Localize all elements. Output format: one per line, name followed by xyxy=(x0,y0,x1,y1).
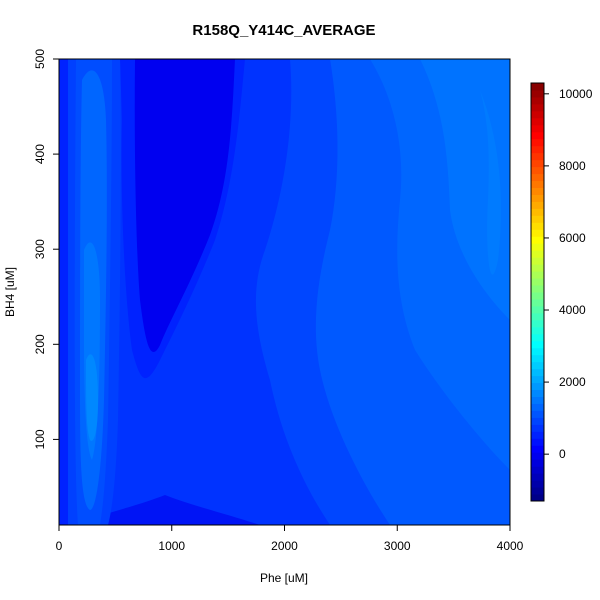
colorbar-swatch xyxy=(531,396,544,404)
x-axis: 0 1000 2000 3000 4000 xyxy=(56,525,524,553)
colorbar-swatch xyxy=(531,410,544,418)
colorbar-swatch xyxy=(531,340,544,349)
colorbar-swatch xyxy=(531,152,544,161)
colorbar-swatch xyxy=(531,382,544,391)
colorbar-tick-label: 2000 xyxy=(559,375,586,389)
colorbar-swatch xyxy=(531,124,544,133)
colorbar-swatch xyxy=(531,319,544,328)
contour-left-column-peak-inner xyxy=(86,354,98,441)
colorbar-swatch xyxy=(531,452,544,460)
chart-title: R158Q_Y414C_AVERAGE xyxy=(192,22,375,39)
colorbar-swatch xyxy=(531,215,544,223)
colorbar-swatch xyxy=(531,368,544,377)
colorbar-swatch xyxy=(531,466,544,474)
colorbar-swatch xyxy=(531,361,544,370)
colorbar-swatch xyxy=(531,194,544,202)
colorbar-swatch xyxy=(531,438,544,446)
colorbar-swatch xyxy=(531,173,544,182)
colorbar-swatch xyxy=(531,83,544,91)
colorbar-swatch xyxy=(531,375,544,384)
colorbar-swatch xyxy=(531,264,544,272)
colorbar-swatch xyxy=(531,445,544,453)
colorbar-swatch xyxy=(531,236,544,244)
colorbar-swatch xyxy=(531,298,544,307)
colorbar-swatch xyxy=(531,103,544,112)
colorbar-swatch xyxy=(531,424,544,432)
y-tick-label: 400 xyxy=(33,144,47,164)
colorbar-swatch xyxy=(531,201,544,209)
contour-left-edge xyxy=(59,59,68,525)
x-tick-label: 2000 xyxy=(271,539,298,553)
colorbar-swatch xyxy=(531,131,544,140)
y-axis: 100 200 300 400 500 xyxy=(33,49,59,449)
colorbar-swatch xyxy=(531,271,544,279)
colorbar-swatch xyxy=(531,208,544,216)
contour-level-right-5 xyxy=(480,90,501,275)
x-tick-label: 0 xyxy=(56,539,63,553)
colorbar-swatch xyxy=(531,333,544,342)
colorbar-swatch xyxy=(531,480,544,488)
colorbar-swatch xyxy=(531,417,544,425)
colorbar-swatch xyxy=(531,473,544,481)
x-tick-label: 1000 xyxy=(158,539,185,553)
contour-bottom-low xyxy=(70,495,260,525)
colorbar-tick-label: 6000 xyxy=(559,231,586,245)
colorbar-swatch xyxy=(531,145,544,154)
colorbar-tick-label: 4000 xyxy=(559,303,586,317)
colorbar-swatch xyxy=(531,180,544,188)
colorbar-swatch xyxy=(531,312,544,321)
x-tick-label: 4000 xyxy=(497,539,524,553)
colorbar-swatch xyxy=(531,117,544,126)
colorbar-swatch xyxy=(531,305,544,314)
colorbar-tick-label: 8000 xyxy=(559,159,586,173)
colorbar-swatch xyxy=(531,326,544,335)
x-axis-label: Phe [uM] xyxy=(260,571,308,585)
colorbar-tick-label: 0 xyxy=(559,447,566,461)
contour-valley-inner xyxy=(134,59,235,353)
colorbar-swatch xyxy=(531,278,544,286)
colorbar-swatch xyxy=(531,243,544,251)
contour-plot-area xyxy=(59,59,510,525)
y-tick-label: 200 xyxy=(33,334,47,354)
y-tick-label: 500 xyxy=(33,49,47,69)
colorbar-axis: 0 2000 4000 6000 8000 10000 xyxy=(544,87,593,461)
colorbar-swatch xyxy=(531,347,544,356)
colorbar-swatch xyxy=(531,229,544,237)
colorbar-swatch xyxy=(531,431,544,439)
colorbar-swatch xyxy=(531,285,544,293)
y-tick-label: 100 xyxy=(33,429,47,449)
colorbar-swatch xyxy=(531,292,544,300)
colorbar-swatch xyxy=(531,403,544,411)
x-tick-label: 3000 xyxy=(384,539,411,553)
colorbar-swatch xyxy=(531,138,544,147)
colorbar-swatch xyxy=(531,389,544,397)
y-axis-label: BH4 [uM] xyxy=(3,267,17,317)
colorbar-swatch xyxy=(531,110,544,119)
colorbar-swatch xyxy=(531,89,544,98)
colorbar xyxy=(531,83,544,502)
colorbar-swatch xyxy=(531,96,544,105)
colorbar-swatch xyxy=(531,159,544,168)
colorbar-swatch xyxy=(531,222,544,230)
y-tick-label: 300 xyxy=(33,239,47,259)
colorbar-swatch xyxy=(531,487,544,495)
colorbar-swatch xyxy=(531,494,544,502)
colorbar-swatch xyxy=(531,250,544,258)
colorbar-swatch xyxy=(531,257,544,265)
colorbar-frame xyxy=(530,82,545,502)
colorbar-swatch xyxy=(531,459,544,467)
colorbar-swatch xyxy=(531,187,544,195)
colorbar-swatch xyxy=(531,354,544,363)
colorbar-tick-label: 10000 xyxy=(559,87,593,101)
colorbar-swatch xyxy=(531,166,544,175)
